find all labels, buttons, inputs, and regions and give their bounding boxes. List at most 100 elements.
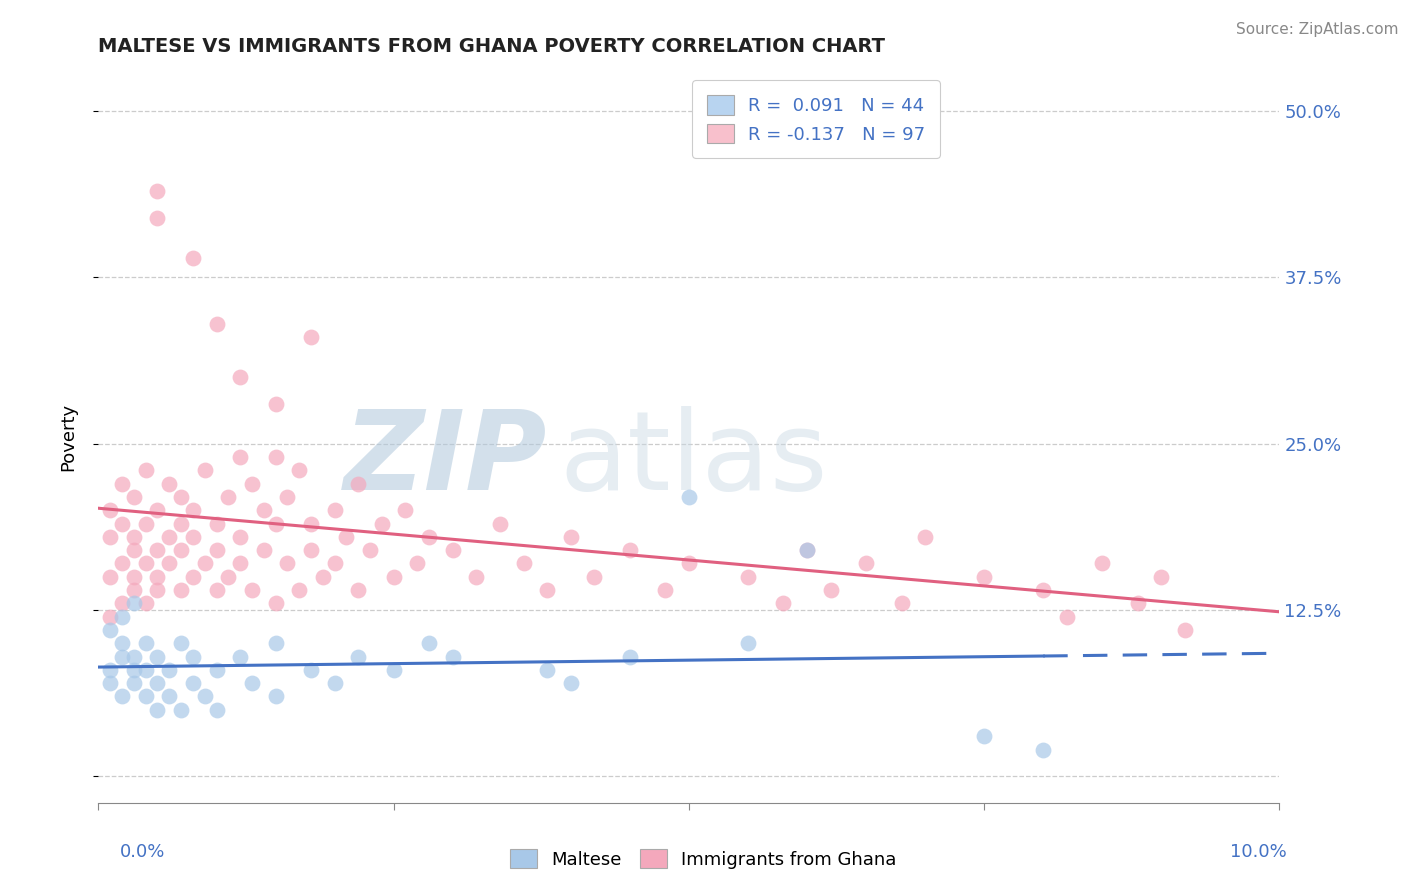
Point: [98, 663, 121, 677]
Point: [855, 557, 877, 571]
Point: [146, 184, 169, 198]
Point: [194, 463, 217, 477]
Point: [181, 503, 204, 517]
Point: [820, 582, 842, 597]
Point: [264, 397, 287, 411]
Point: [890, 596, 912, 610]
Point: [98, 570, 121, 584]
Point: [98, 609, 121, 624]
Point: [217, 570, 239, 584]
Point: [122, 530, 145, 544]
Point: [299, 516, 322, 531]
Point: [536, 663, 558, 677]
Point: [796, 543, 818, 558]
Y-axis label: Poverty: Poverty: [59, 403, 77, 471]
Point: [276, 557, 298, 571]
Point: [170, 703, 193, 717]
Point: [146, 703, 169, 717]
Point: [560, 530, 582, 544]
Point: [181, 570, 204, 584]
Point: [1056, 609, 1078, 624]
Point: [217, 490, 239, 504]
Point: [737, 570, 759, 584]
Point: [382, 570, 405, 584]
Point: [441, 649, 464, 664]
Point: [135, 690, 157, 704]
Point: [111, 557, 134, 571]
Point: [229, 649, 252, 664]
Text: ZIP: ZIP: [343, 406, 547, 513]
Point: [1091, 557, 1114, 571]
Point: [619, 649, 641, 664]
Point: [194, 690, 217, 704]
Legend: R =  0.091   N = 44, R = -0.137   N = 97: R = 0.091 N = 44, R = -0.137 N = 97: [692, 80, 939, 158]
Point: [772, 596, 794, 610]
Point: [98, 676, 121, 690]
Point: [205, 543, 228, 558]
Point: [135, 663, 157, 677]
Point: [619, 543, 641, 558]
Point: [288, 582, 311, 597]
Point: [347, 476, 370, 491]
Point: [973, 729, 995, 743]
Point: [205, 516, 228, 531]
Point: [489, 516, 512, 531]
Point: [205, 703, 228, 717]
Point: [323, 676, 346, 690]
Point: [1174, 623, 1197, 637]
Point: [240, 676, 263, 690]
Point: [122, 490, 145, 504]
Point: [264, 516, 287, 531]
Point: [229, 557, 252, 571]
Point: [418, 636, 440, 650]
Point: [146, 676, 169, 690]
Point: [181, 530, 204, 544]
Text: atlas: atlas: [560, 406, 828, 513]
Point: [312, 570, 335, 584]
Point: [135, 516, 157, 531]
Point: [288, 463, 311, 477]
Point: [122, 676, 145, 690]
Point: [135, 596, 157, 610]
Point: [122, 649, 145, 664]
Point: [512, 557, 534, 571]
Point: [465, 570, 488, 584]
Point: [1032, 582, 1054, 597]
Point: [111, 516, 134, 531]
Point: [229, 370, 252, 384]
Point: [323, 503, 346, 517]
Point: [146, 543, 169, 558]
Point: [240, 582, 263, 597]
Legend: Maltese, Immigrants from Ghana: Maltese, Immigrants from Ghana: [502, 841, 904, 876]
Point: [264, 450, 287, 464]
Point: [973, 570, 995, 584]
Point: [560, 676, 582, 690]
Point: [146, 211, 169, 225]
Point: [371, 516, 394, 531]
Point: [394, 503, 416, 517]
Point: [146, 570, 169, 584]
Point: [678, 557, 700, 571]
Point: [347, 649, 370, 664]
Point: [181, 676, 204, 690]
Point: [914, 530, 936, 544]
Point: [253, 543, 276, 558]
Point: [146, 582, 169, 597]
Point: [122, 582, 145, 597]
Point: [264, 636, 287, 650]
Point: [382, 663, 405, 677]
Point: [98, 623, 121, 637]
Text: MALTESE VS IMMIGRANTS FROM GHANA POVERTY CORRELATION CHART: MALTESE VS IMMIGRANTS FROM GHANA POVERTY…: [98, 37, 886, 56]
Point: [276, 490, 298, 504]
Point: [98, 503, 121, 517]
Text: Source: ZipAtlas.com: Source: ZipAtlas.com: [1236, 22, 1399, 37]
Point: [170, 490, 193, 504]
Point: [135, 636, 157, 650]
Text: 10.0%: 10.0%: [1230, 843, 1286, 861]
Point: [122, 570, 145, 584]
Point: [406, 557, 429, 571]
Point: [111, 649, 134, 664]
Point: [146, 649, 169, 664]
Point: [122, 543, 145, 558]
Point: [205, 663, 228, 677]
